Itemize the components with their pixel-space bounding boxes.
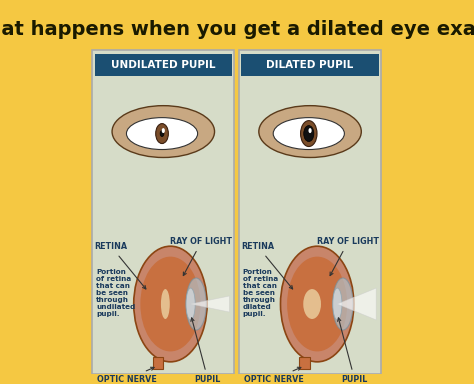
Text: PUPIL: PUPIL bbox=[191, 318, 221, 384]
Circle shape bbox=[156, 124, 168, 144]
FancyBboxPatch shape bbox=[241, 54, 379, 76]
FancyBboxPatch shape bbox=[87, 0, 387, 48]
Text: PUPIL: PUPIL bbox=[337, 318, 368, 384]
Circle shape bbox=[134, 246, 207, 362]
Circle shape bbox=[160, 131, 164, 137]
FancyBboxPatch shape bbox=[153, 357, 163, 369]
Text: DILATED PUPIL: DILATED PUPIL bbox=[266, 60, 354, 70]
Text: RAY OF LIGHT: RAY OF LIGHT bbox=[317, 237, 379, 276]
Text: RETINA: RETINA bbox=[95, 242, 146, 289]
Circle shape bbox=[301, 121, 317, 147]
Ellipse shape bbox=[186, 288, 195, 320]
Polygon shape bbox=[337, 288, 376, 320]
FancyBboxPatch shape bbox=[300, 357, 310, 369]
Text: OPTIC NERVE: OPTIC NERVE bbox=[97, 367, 157, 384]
Ellipse shape bbox=[273, 118, 345, 149]
Circle shape bbox=[162, 128, 165, 133]
Circle shape bbox=[304, 126, 314, 142]
Circle shape bbox=[281, 246, 354, 362]
FancyBboxPatch shape bbox=[95, 54, 232, 76]
Text: Portion
of retina
that can
be seen
through
undilated
pupil.: Portion of retina that can be seen throu… bbox=[96, 269, 135, 317]
Circle shape bbox=[140, 257, 201, 351]
Ellipse shape bbox=[127, 118, 198, 149]
Ellipse shape bbox=[112, 106, 215, 157]
Polygon shape bbox=[191, 296, 229, 312]
Text: Portion
of retina
that can
be seen
through
dilated
pupil.: Portion of retina that can be seen throu… bbox=[243, 269, 278, 317]
Ellipse shape bbox=[333, 278, 353, 330]
FancyBboxPatch shape bbox=[239, 50, 381, 374]
Ellipse shape bbox=[161, 289, 170, 319]
Text: OPTIC NERVE: OPTIC NERVE bbox=[244, 367, 304, 384]
Text: What happens when you get a dilated eye exam?: What happens when you get a dilated eye … bbox=[0, 20, 474, 40]
Ellipse shape bbox=[303, 289, 321, 319]
Text: RAY OF LIGHT: RAY OF LIGHT bbox=[171, 237, 232, 276]
Text: UNDILATED PUPIL: UNDILATED PUPIL bbox=[111, 60, 216, 70]
Ellipse shape bbox=[333, 288, 342, 320]
Ellipse shape bbox=[186, 278, 206, 330]
FancyBboxPatch shape bbox=[92, 50, 235, 374]
Circle shape bbox=[309, 128, 311, 133]
Circle shape bbox=[287, 257, 347, 351]
Text: RETINA: RETINA bbox=[241, 242, 292, 289]
Ellipse shape bbox=[259, 106, 361, 157]
FancyBboxPatch shape bbox=[87, 374, 387, 383]
